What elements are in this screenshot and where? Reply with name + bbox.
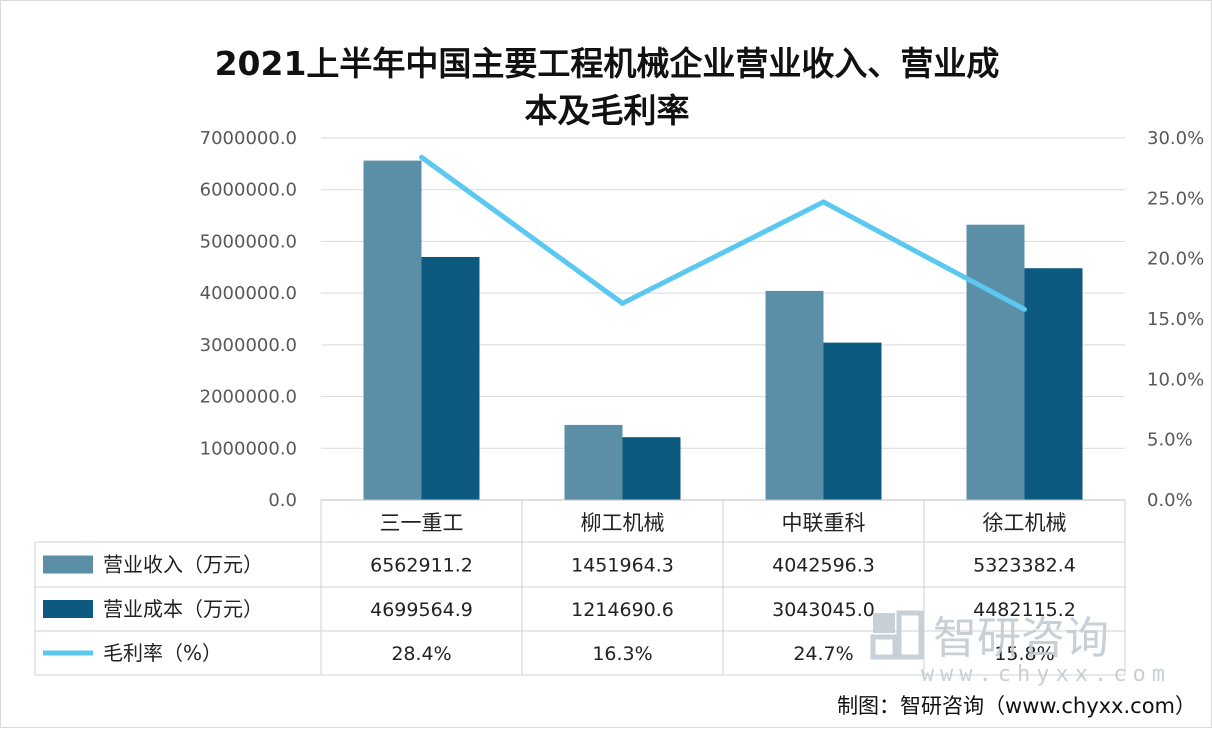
watermark-url: www.chyxx.com [921,662,1171,687]
legend-label: 毛利率（%） [103,641,222,665]
table-cell: 24.7% [793,643,853,665]
left-y-axis: 0.0 1000000.0 2000000.0 3000000.0 4000000.0 5… [200,128,297,511]
table-cell: 28.4% [391,643,451,665]
margin-rate-point [1022,306,1027,312]
left-tick-label: 5000000.0 [200,231,297,252]
bar-revenue [564,424,623,500]
chart-title-line: 本及毛利率 [525,91,690,130]
table-cell: 6562911.2 [370,555,473,577]
left-tick-label: 1000000.0 [200,438,297,459]
right-y-axis: 0.0% 5.0% 10.0% 15.0% 20.0% 25.0% 30.0% [1147,128,1204,511]
source-note: 制图：智研咨询（www.chyxx.com） [837,694,1196,718]
right-tick-label: 15.0% [1147,309,1204,330]
left-tick-label: 2000000.0 [200,387,297,408]
table-cell: 4042596.3 [772,555,875,577]
bar-cost [823,342,882,500]
table-cell: 4482115.2 [973,599,1076,621]
right-tick-label: 20.0% [1147,249,1204,270]
right-tick-label: 10.0% [1147,369,1204,390]
legend-key [43,600,93,618]
margin-rate-point [821,199,826,205]
bar-revenue [765,290,824,500]
chart-title-line: 2021上半年中国主要工程机械企业营业收入、营业成 [215,44,1000,83]
bar-series [363,160,1083,500]
table-cell: 4699564.9 [370,599,473,621]
left-tick-label: 4000000.0 [200,283,297,304]
bar-revenue [966,224,1025,500]
margin-rate-line [420,155,1026,312]
left-tick-label: 3000000.0 [200,335,297,356]
table-cell: 15.8% [994,643,1054,665]
table-cell: 16.3% [592,643,652,665]
left-tick-label: 6000000.0 [200,180,297,201]
right-tick-label: 5.0% [1147,430,1193,451]
left-tick-label: 7000000.0 [200,128,297,149]
right-tick-label: 30.0% [1147,128,1204,149]
bar-cost [421,256,480,500]
margin-rate-point [620,300,625,306]
table-cell: 5323382.4 [973,555,1076,577]
watermark-brand: 智研咨询 [933,613,1109,664]
table-cell: 1451964.3 [571,555,674,577]
legend-label: 营业收入（万元） [103,553,263,577]
category-label: 柳工机械 [581,511,665,535]
bar-cost [1024,268,1083,500]
left-tick-label: 0.0 [268,490,297,511]
logo-block [896,610,924,660]
margin-rate-point [419,154,424,160]
table-cell: 1214690.6 [571,599,674,621]
category-label: 徐工机械 [983,511,1067,535]
right-tick-label: 0.0% [1147,490,1193,511]
right-tick-label: 25.0% [1147,188,1204,209]
bar-revenue [363,160,422,500]
category-label: 三一重工 [380,511,464,535]
legend-key [43,555,93,574]
category-label: 中联重科 [782,511,866,535]
line-series [419,154,1027,312]
logo-block [870,634,898,660]
watermark-logo-icon [870,610,924,660]
table-cell: 3043045.0 [772,599,875,621]
logo-block [873,613,895,633]
legend-label: 营业成本（万元） [103,597,263,621]
bar-cost [622,437,681,500]
